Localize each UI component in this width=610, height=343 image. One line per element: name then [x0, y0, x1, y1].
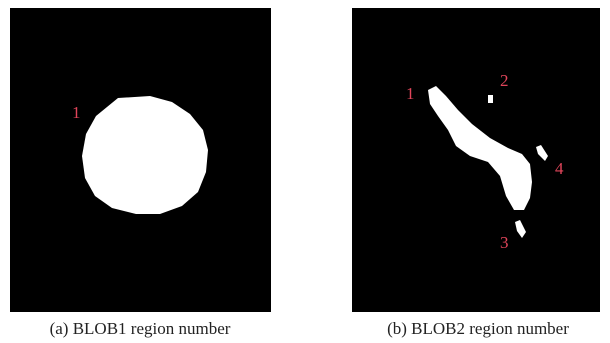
- region-label: 4: [555, 159, 564, 178]
- panel-b: 1 2 4 3 (b) BLOB2 region number: [352, 8, 600, 338]
- figure: 1 (a) BLOB1 region number 1 2 4 3 (b) BL…: [0, 0, 610, 343]
- region-label: 1: [72, 103, 81, 122]
- panel-a: 1 (a) BLOB1 region number: [10, 8, 271, 338]
- region-label: 2: [500, 71, 509, 90]
- caption: (b) BLOB2 region number: [387, 319, 569, 338]
- caption: (a) BLOB1 region number: [50, 319, 231, 338]
- region-label: 1: [406, 84, 415, 103]
- region-label: 3: [500, 233, 509, 252]
- blob: [488, 95, 493, 103]
- blob: [82, 96, 208, 214]
